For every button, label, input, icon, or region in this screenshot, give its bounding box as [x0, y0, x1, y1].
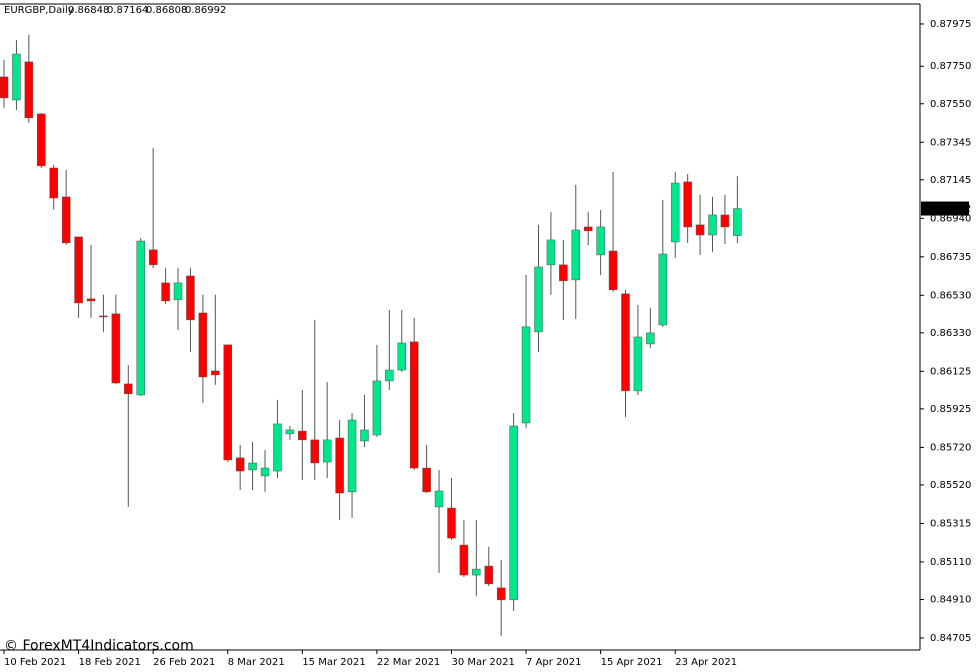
- y-tick-label: 0.84910: [930, 594, 971, 605]
- y-tick-label: 0.86125: [930, 366, 971, 377]
- current-price-box: [921, 201, 969, 216]
- candle-body: [658, 253, 668, 326]
- y-tick-label: 0.87975: [930, 19, 971, 30]
- y-tick-label: 0.86940: [930, 213, 971, 224]
- x-tick-label: 15 Mar 2021: [302, 657, 365, 668]
- x-tick-label: 10 Feb 2021: [4, 657, 66, 668]
- candle-body: [397, 342, 407, 371]
- candle-body: [211, 370, 220, 376]
- candle-body: [285, 429, 295, 435]
- candle-body: [608, 250, 618, 291]
- candle-body: [360, 429, 369, 442]
- candle-body: [546, 239, 556, 266]
- candle-body: [61, 196, 71, 244]
- candle-body: [248, 462, 257, 471]
- candle-body: [646, 332, 655, 345]
- candle-body: [409, 341, 419, 469]
- candle-body: [484, 565, 494, 585]
- candle-body: [310, 439, 319, 464]
- y-tick-label: 0.85720: [930, 442, 971, 453]
- candle-body: [335, 437, 344, 494]
- candle-body: [347, 419, 357, 493]
- candle-body: [720, 214, 730, 228]
- ohlc-high: 0.87164: [107, 5, 148, 16]
- candle-body: [273, 423, 282, 472]
- y-tick-label: 0.85315: [930, 518, 971, 529]
- x-tick-label: 30 Mar 2021: [451, 657, 514, 668]
- candle-body: [186, 275, 195, 321]
- x-tick-label: 18 Feb 2021: [79, 657, 141, 668]
- candle-body: [37, 113, 46, 167]
- candle-body: [0, 76, 9, 99]
- candle-body: [24, 61, 34, 119]
- x-tick-label: 22 Mar 2021: [377, 657, 440, 668]
- candle-body: [422, 467, 431, 493]
- candle-body: [99, 315, 108, 318]
- y-tick-label: 0.87145: [930, 175, 971, 186]
- candle-body: [173, 282, 183, 301]
- candle-body: [670, 182, 680, 243]
- candle-body: [223, 344, 232, 461]
- candle-body: [49, 167, 58, 199]
- candle-body: [496, 587, 506, 601]
- y-tick-label: 0.84705: [930, 633, 971, 644]
- candle-body: [111, 313, 121, 384]
- candle-body: [235, 457, 245, 472]
- candle-body: [708, 214, 717, 236]
- candle-body: [733, 208, 742, 236]
- y-tick-label: 0.87550: [930, 99, 971, 110]
- candle-body: [12, 53, 21, 101]
- y-tick-label: 0.87750: [930, 61, 971, 72]
- candle-body: [124, 383, 133, 395]
- candle-body: [683, 181, 692, 228]
- candle-body: [695, 224, 705, 236]
- y-tick-label: 0.85110: [930, 557, 971, 568]
- candle-body: [583, 226, 593, 232]
- candle-body: [434, 490, 444, 508]
- candle-body: [472, 568, 481, 576]
- candle-body: [571, 229, 581, 281]
- y-tick-label: 0.86330: [930, 328, 971, 339]
- candle-body: [509, 425, 518, 601]
- candle-body: [198, 312, 208, 378]
- watermark: © ForexMT4Indicators.com: [4, 638, 194, 654]
- candle-body: [521, 326, 531, 424]
- candle-body: [534, 266, 543, 333]
- y-tick-label: 0.85520: [930, 480, 971, 491]
- x-tick-label: 23 Apr 2021: [675, 657, 737, 668]
- x-tick-label: 7 Apr 2021: [526, 657, 581, 668]
- candle-body: [260, 467, 270, 477]
- candle-body: [621, 293, 630, 392]
- current-price-label: 0.86992: [930, 204, 971, 215]
- candle-body: [385, 369, 394, 382]
- x-tick-label: 26 Feb 2021: [153, 657, 215, 668]
- candle-body: [74, 236, 83, 304]
- candle-body: [322, 439, 332, 463]
- candle-body: [596, 226, 605, 256]
- candle-body: [633, 336, 643, 392]
- candle-body: [447, 507, 456, 539]
- y-tick-label: 0.85925: [930, 404, 971, 415]
- candle-body: [136, 240, 145, 396]
- symbol-label: EURGBP,Daily: [4, 5, 74, 16]
- candle-body: [86, 298, 96, 302]
- x-tick-label: 8 Mar 2021: [228, 657, 285, 668]
- y-tick-label: 0.86530: [930, 290, 971, 301]
- ohlc-open: 0.86848: [68, 5, 109, 16]
- candle-body: [459, 544, 469, 576]
- candle-body: [298, 430, 307, 441]
- candle-body: [148, 249, 158, 266]
- candle-body: [372, 380, 382, 436]
- x-tick-label: 15 Apr 2021: [601, 657, 663, 668]
- y-tick-label: 0.86735: [930, 252, 971, 263]
- ohlc-low: 0.86808: [146, 5, 187, 16]
- candle-body: [559, 264, 568, 282]
- candle-body: [161, 282, 170, 302]
- ohlc-close: 0.86992: [185, 5, 226, 16]
- y-tick-label: 0.87345: [930, 137, 971, 148]
